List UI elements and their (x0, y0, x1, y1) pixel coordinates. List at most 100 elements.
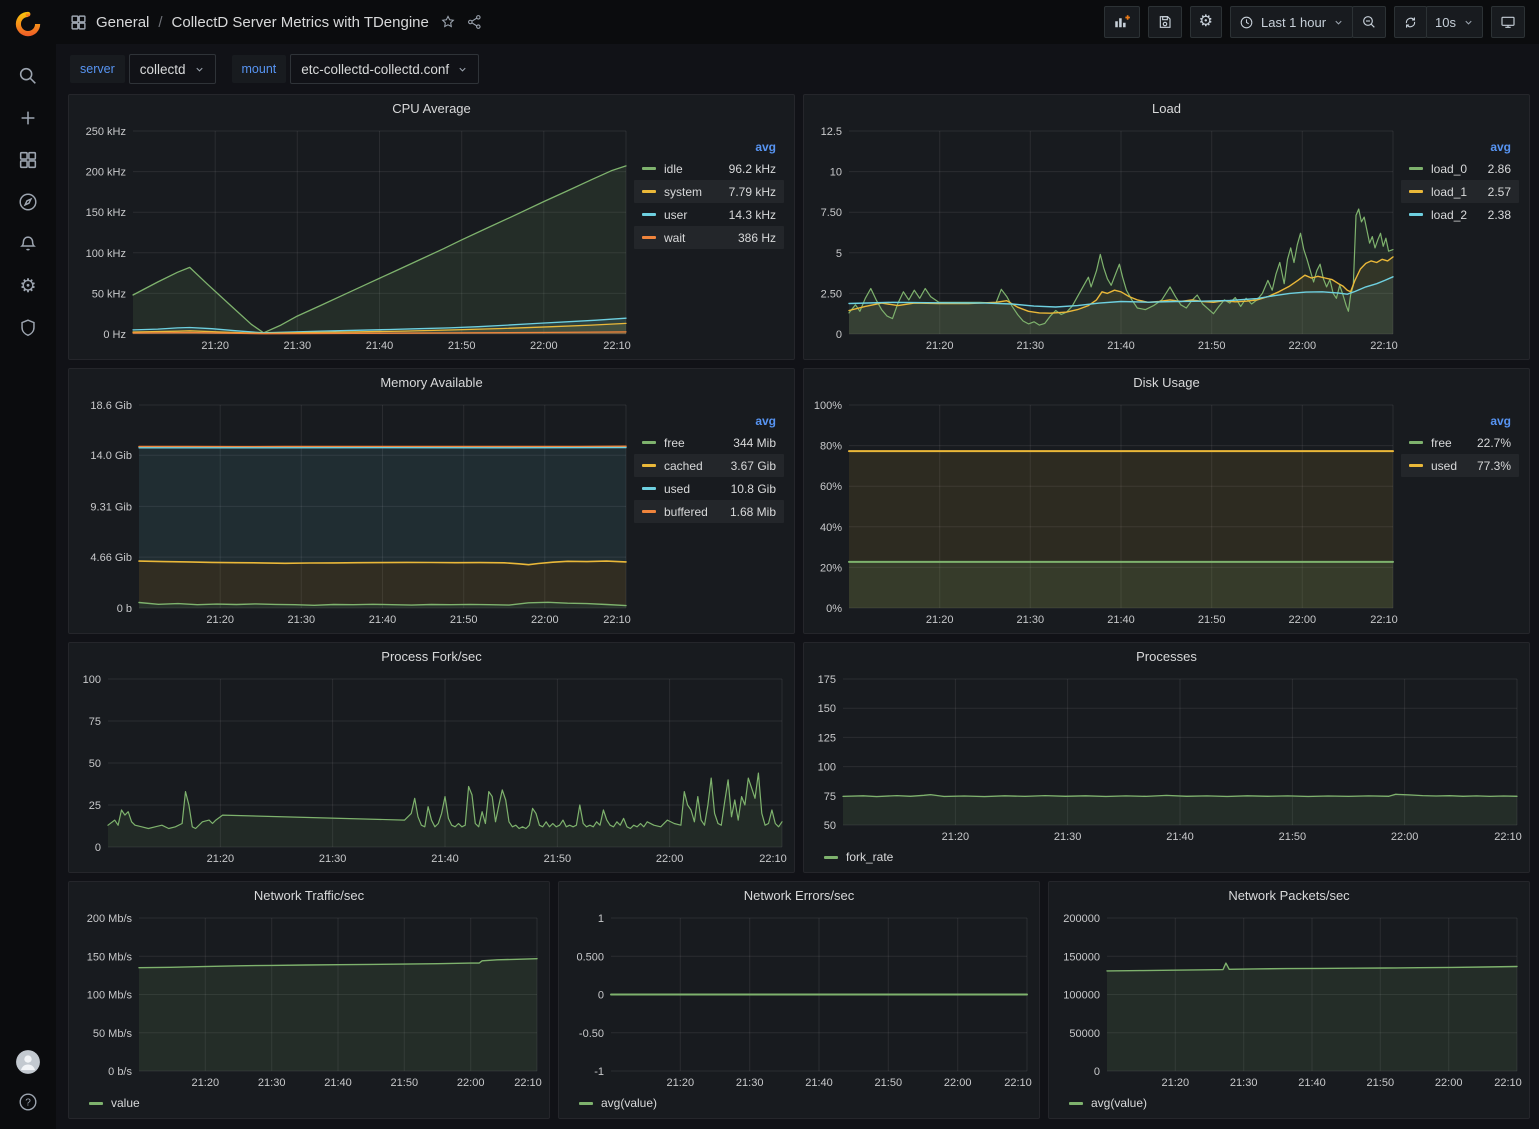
variable-mount-select[interactable]: etc-collectd-collectd.conf (290, 54, 480, 84)
panel-title[interactable]: Network Errors/sec (743, 887, 855, 903)
legend-series-name[interactable]: used (664, 481, 691, 496)
variable-server-label: server (70, 55, 125, 83)
legend-avg-header[interactable]: avg (755, 140, 776, 154)
panel-title[interactable]: Processes (1136, 648, 1197, 664)
svg-text:80%: 80% (820, 441, 842, 453)
panel-title[interactable]: CPU Average (392, 100, 471, 116)
svg-text:21:20: 21:20 (942, 831, 970, 843)
create-plus-icon[interactable] (15, 105, 41, 131)
legend-item-load_2[interactable]: load_2 2.38 (1401, 203, 1519, 226)
legend-series-name[interactable]: avg(value) (1091, 1096, 1148, 1110)
svg-text:21:50: 21:50 (875, 1077, 903, 1089)
series-color-dash (824, 855, 838, 859)
legend-item-load_1[interactable]: load_1 2.57 (1401, 180, 1519, 203)
legend-item-cached[interactable]: cached 3.67 Gib (634, 454, 784, 477)
legend-series-name[interactable]: load_0 (1431, 161, 1468, 176)
dashboard-title[interactable]: CollectD Server Metrics with TDengine (171, 13, 429, 31)
svg-text:100%: 100% (814, 400, 842, 412)
star-icon[interactable] (440, 14, 456, 30)
chart-load[interactable]: 0 2.50 5 7.50 10 12.5 21:20 21:30 21:40 21:50 22:0… (810, 121, 1401, 355)
chart-process-fork[interactable]: 0 25 50 75 100 21:20 21:30 21:40 21:50 22:00 22:10 (75, 669, 790, 868)
svg-text:21:20: 21:20 (926, 614, 954, 626)
legend-item-avg(value)[interactable]: avg(value) (579, 1096, 657, 1110)
legend-avg-header[interactable]: avg (755, 414, 776, 428)
legend-series-name[interactable]: user (664, 207, 688, 222)
add-panel-button[interactable] (1103, 6, 1140, 38)
legend: avg(value) (1055, 1092, 1525, 1114)
legend-series-name[interactable]: avg(value) (601, 1096, 658, 1110)
legend-item-load_0[interactable]: load_0 2.86 (1401, 157, 1519, 180)
panel-title[interactable]: Disk Usage (1133, 374, 1200, 390)
legend-item-free[interactable]: free 22.7% (1401, 431, 1519, 454)
legend-series-name[interactable]: buffered (664, 504, 708, 519)
chart-network-errors[interactable]: -1 -0.50 0 0.500 1 21:20 21:30 21:40 21:50 22:00 2… (565, 908, 1035, 1092)
legend-series-value: 7.79 kHz (728, 184, 776, 199)
breadcrumb: General / CollectD Server Metrics with T… (70, 14, 483, 31)
chart-disk-usage[interactable]: 0% 20% 40% 60% 80% 100% 21:20 21:30 21:40 21:50 22… (810, 395, 1401, 629)
legend-item-free[interactable]: free 344 Mib (634, 431, 784, 454)
panel-disk-usage: Disk Usage 0% 20% 40% 60% 80% 100% 21:20 21:30 2… (803, 368, 1530, 634)
legend-item-buffered[interactable]: buffered 1.68 Mib (634, 500, 784, 523)
legend-series-name[interactable]: used (1431, 458, 1458, 473)
legend-series-name[interactable]: free (1431, 435, 1452, 450)
refresh-button[interactable] (1394, 6, 1428, 38)
chart-processes[interactable]: 50 75 100 125 150 175 21:20 21:30 21:40 21:50 22:0… (810, 669, 1525, 846)
svg-text:21:50: 21:50 (450, 614, 478, 626)
legend-series-name[interactable]: fork_rate (846, 850, 894, 864)
svg-text:22:10: 22:10 (1494, 831, 1522, 843)
legend-item-used[interactable]: used 77.3% (1401, 454, 1519, 477)
user-avatar[interactable] (15, 1049, 41, 1075)
panel-title[interactable]: Network Traffic/sec (253, 887, 365, 903)
dashboard-settings-button[interactable]: ⚙ (1189, 6, 1222, 38)
legend-series-name[interactable]: idle (664, 161, 683, 176)
help-icon[interactable]: ? (15, 1089, 41, 1115)
grafana-logo-icon[interactable] (13, 9, 43, 39)
legend-item-used[interactable]: used 10.8 Gib (634, 477, 784, 500)
legend-item-wait[interactable]: wait 386 Hz (634, 226, 784, 249)
chart-cpu-average[interactable]: 0 Hz 50 kHz 100 kHz 150 kHz 200 kHz 250 kHz 21… (75, 121, 634, 355)
zoom-out-button[interactable] (1352, 6, 1387, 38)
legend-series-name[interactable]: value (111, 1096, 140, 1110)
chart-network-traffic[interactable]: 0 b/s 50 Mb/s 100 Mb/s 150 Mb/s 200 Mb/s 21:2… (75, 908, 545, 1092)
legend-avg-header[interactable]: avg (1490, 140, 1511, 154)
legend-series-name[interactable]: system (664, 184, 703, 199)
chart-network-packets[interactable]: 0 50000 100000 150000 200000 21:20 21:30 21:40 2… (1055, 908, 1525, 1092)
refresh-interval-select[interactable]: 10s (1426, 6, 1483, 38)
legend-series-name[interactable]: cached (664, 458, 703, 473)
share-icon[interactable] (467, 14, 483, 30)
legend-item-idle[interactable]: idle 96.2 kHz (634, 157, 784, 180)
legend-item-fork_rate[interactable]: fork_rate (824, 850, 893, 864)
dashboards-icon[interactable] (15, 147, 41, 173)
svg-text:21:40: 21:40 (1166, 831, 1194, 843)
panel-title[interactable]: Process Fork/sec (381, 648, 482, 664)
panel-title[interactable]: Load (1152, 100, 1181, 116)
dashboards-grid-icon[interactable] (70, 14, 87, 31)
configuration-gear-icon[interactable]: ⚙ (19, 275, 37, 297)
legend-series-name[interactable]: load_1 (1431, 184, 1468, 199)
alerting-bell-icon[interactable] (15, 231, 41, 257)
legend-avg-header[interactable]: avg (1490, 414, 1511, 428)
explore-compass-icon[interactable] (15, 189, 41, 215)
panel-title[interactable]: Memory Available (380, 374, 483, 390)
time-range-picker[interactable]: Last 1 hour (1229, 6, 1354, 38)
cycle-view-button[interactable] (1491, 6, 1525, 38)
svg-text:21:50: 21:50 (448, 340, 476, 352)
legend-series-name[interactable]: load_2 (1431, 207, 1468, 222)
save-dashboard-button[interactable] (1147, 6, 1182, 38)
legend-series-name[interactable]: wait (664, 230, 686, 245)
legend-item-user[interactable]: user 14.3 kHz (634, 203, 784, 226)
breadcrumb-section[interactable]: General (96, 13, 150, 31)
svg-text:21:40: 21:40 (1107, 340, 1135, 352)
svg-text:100000: 100000 (1063, 990, 1100, 1002)
legend-item-value[interactable]: value (89, 1096, 140, 1110)
panel-title[interactable]: Network Packets/sec (1228, 887, 1350, 903)
server-admin-shield-icon[interactable] (15, 315, 41, 341)
variable-server-select[interactable]: collectd (128, 54, 216, 84)
legend-series-name[interactable]: free (664, 435, 685, 450)
legend-item-system[interactable]: system 7.79 kHz (634, 180, 784, 203)
search-icon[interactable] (15, 63, 41, 89)
svg-text:22:10: 22:10 (1494, 1077, 1522, 1089)
legend-item-avg(value)[interactable]: avg(value) (1069, 1096, 1147, 1110)
chart-memory-available[interactable]: 0 b 4.66 Gib 9.31 Gib 14.0 Gib 18.6 Gib 21:20… (75, 395, 634, 629)
variable-mount: mount etc-collectd-collectd.conf (231, 54, 480, 84)
